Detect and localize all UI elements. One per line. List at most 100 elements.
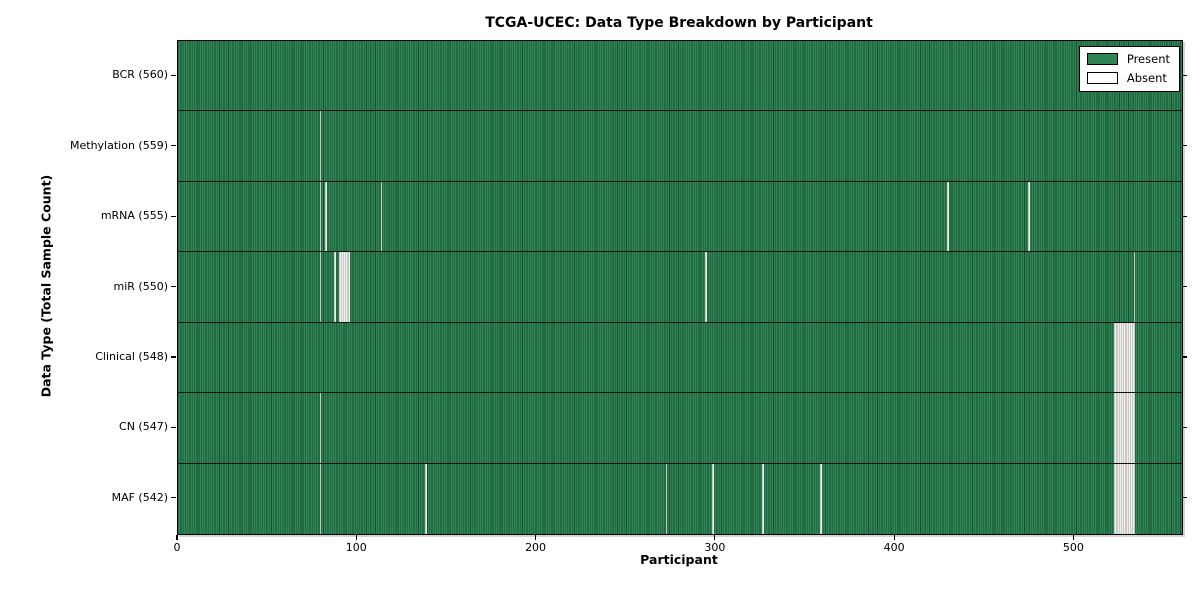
absent-marker xyxy=(1119,322,1122,393)
absent-marker xyxy=(1119,393,1122,463)
x-axis-label: Participant xyxy=(640,552,718,567)
absent-marker xyxy=(819,463,822,534)
absent-marker xyxy=(380,181,383,252)
y-tick-mark-left xyxy=(171,426,176,429)
absent-marker xyxy=(705,252,707,322)
absent-marker xyxy=(1117,463,1120,534)
x-tick-label: 0 xyxy=(173,541,181,554)
row-BCR xyxy=(178,41,1182,112)
y-tick-mark-left xyxy=(171,145,176,147)
absent-marker xyxy=(1131,463,1134,534)
absent-marker xyxy=(333,252,336,322)
absent-marker xyxy=(1128,322,1130,393)
absent-marker xyxy=(1130,322,1132,393)
legend-label-absent: Absent xyxy=(1126,71,1167,85)
absent-marker xyxy=(1130,463,1132,534)
legend-entry-absent: Absent xyxy=(1086,71,1170,85)
x-tick-mark xyxy=(1072,535,1075,540)
y-tick-label-CN: CN (547) xyxy=(119,420,168,434)
row-Methylation xyxy=(178,111,1182,182)
absent-marker xyxy=(339,252,342,322)
y-tick-label-miR: miR (550) xyxy=(113,279,169,293)
absent-marker xyxy=(1119,463,1122,534)
absent-marker xyxy=(1113,322,1116,393)
x-tick-mark xyxy=(534,535,537,540)
absent-marker xyxy=(1121,322,1123,393)
absent-marker xyxy=(1122,463,1125,534)
x-tick-label: 100 xyxy=(345,541,367,554)
absent-marker xyxy=(1115,322,1118,393)
y-tick-label-Clinical: Clinical (548) xyxy=(95,349,168,363)
absent-marker xyxy=(341,252,343,322)
y-tick-label-MAF: MAF (542) xyxy=(111,490,168,504)
y-tick-mark-right xyxy=(1182,145,1187,147)
absent-marker xyxy=(1126,463,1129,534)
y-tick-label-BCR: BCR (560) xyxy=(112,68,168,82)
row-CN xyxy=(178,393,1182,464)
absent-marker xyxy=(1131,393,1134,463)
absent-marker xyxy=(1113,393,1116,463)
absent-marker xyxy=(1128,393,1130,463)
absent-marker xyxy=(346,252,349,322)
absent-marker xyxy=(319,111,322,181)
absent-marker xyxy=(1131,322,1134,393)
x-tick-mark xyxy=(714,535,716,540)
row-Clinical xyxy=(178,322,1182,394)
row-miR xyxy=(178,252,1182,323)
absent-marker xyxy=(1133,252,1136,322)
absent-marker xyxy=(1115,463,1118,534)
absent-marker xyxy=(1124,322,1127,393)
absent-marker xyxy=(319,252,322,322)
absent-marker xyxy=(1126,393,1129,463)
absent-marker xyxy=(1117,393,1120,463)
absent-marker xyxy=(1122,393,1125,463)
absent-marker xyxy=(319,393,322,463)
y-tick-mark-left xyxy=(171,356,176,358)
absent-marker xyxy=(342,252,345,322)
y-tick-mark-right xyxy=(1182,426,1187,429)
absent-marker xyxy=(1121,463,1123,534)
legend-label-present: Present xyxy=(1126,52,1170,66)
y-tick-mark-left xyxy=(171,215,176,217)
absent-marker xyxy=(1115,393,1118,463)
absent-marker xyxy=(319,463,322,534)
chart-title: TCGA-UCEC: Data Type Breakdown by Partic… xyxy=(485,15,873,31)
absent-marker xyxy=(1133,463,1136,534)
absent-marker xyxy=(1133,322,1136,393)
absent-marker xyxy=(1133,393,1136,463)
absent-marker xyxy=(1124,463,1127,534)
absent-marker xyxy=(1113,463,1116,534)
y-tick-mark-right xyxy=(1182,286,1187,288)
y-tick-mark-right xyxy=(1182,74,1187,76)
row-MAF xyxy=(178,463,1182,534)
absent-marker xyxy=(665,463,668,534)
y-tick-mark-right xyxy=(1182,356,1187,358)
absent-marker xyxy=(344,252,347,322)
y-tick-label-mRNA: mRNA (555) xyxy=(100,209,168,223)
y-tick-mark-left xyxy=(171,497,176,499)
x-tick-mark xyxy=(893,535,895,540)
absent-swatch-icon xyxy=(1086,72,1118,84)
legend-entry-present: Present xyxy=(1086,52,1170,66)
absent-marker xyxy=(325,181,327,252)
absent-marker xyxy=(712,463,715,534)
x-tick-label: 400 xyxy=(883,541,905,554)
absent-marker xyxy=(1121,393,1123,463)
absent-marker xyxy=(1027,181,1030,252)
legend: Present Absent xyxy=(1078,46,1180,92)
plot-area: Present Absent xyxy=(177,40,1183,535)
absent-marker xyxy=(762,463,765,534)
absent-marker xyxy=(947,181,949,252)
x-tick-mark xyxy=(176,535,178,540)
y-tick-label-Methylation: Methylation (559) xyxy=(70,138,168,152)
y-tick-mark-left xyxy=(171,286,176,288)
y-tick-mark-right xyxy=(1182,215,1187,217)
x-tick-label: 500 xyxy=(1062,541,1084,554)
absent-marker xyxy=(1117,322,1120,393)
x-tick-mark xyxy=(355,535,357,540)
y-tick-mark-right xyxy=(1182,497,1187,499)
absent-marker xyxy=(1128,463,1130,534)
absent-marker xyxy=(319,181,322,252)
present-swatch-icon xyxy=(1086,53,1118,65)
